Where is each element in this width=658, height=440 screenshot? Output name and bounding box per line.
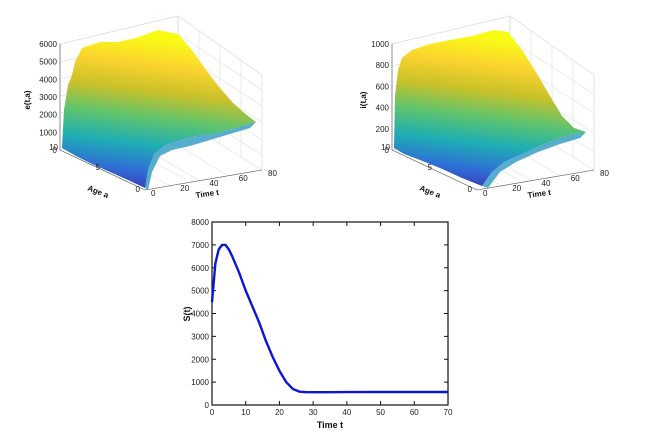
surface-e-tticks: 0 20 40 60 80 [151, 169, 277, 198]
surface-e-lower-front [145, 122, 256, 190]
z-tick-label: 2000 [39, 111, 57, 120]
z-tick-label: 6000 [39, 40, 57, 49]
z-tick-label: 1000 [371, 40, 389, 49]
y-tick-label: 0 [205, 401, 210, 410]
line-plot-yticks: 0 1000 2000 3000 4000 5000 6000 7000 8000 [191, 218, 448, 410]
surface-i-tticks: 0 20 40 60 80 [483, 169, 609, 198]
z-tick-label: 0 [385, 146, 390, 155]
surface-i-mesh [394, 30, 586, 186]
surface-i-lower-front [482, 132, 586, 188]
y-tick-label: 3000 [191, 332, 209, 341]
surface-e-mesh [62, 30, 256, 188]
time-tick-label: 20 [180, 184, 189, 193]
line-plot-s: 0 1000 2000 3000 4000 5000 6000 7000 8000 0 10 20 3… [182, 218, 453, 430]
surface-e-ylabel: Age a [86, 184, 110, 201]
time-tick-label: 20 [512, 184, 521, 193]
age-tick-label: 0 [136, 185, 141, 194]
surface-i-ylabel: Age a [418, 184, 442, 201]
surface-i-zlabel: i(t,a) [359, 91, 368, 108]
x-tick-label: 60 [410, 408, 419, 417]
z-tick-label: 1000 [39, 128, 57, 137]
y-tick-label: 2000 [191, 355, 209, 364]
surface-e-zticks: 0 1000 2000 3000 4000 5000 6000 [39, 40, 57, 155]
time-tick-label: 80 [268, 169, 277, 178]
x-tick-label: 40 [342, 408, 351, 417]
line-plot-ylabel: S(t) [182, 307, 192, 322]
line-plot-xlabel: Time t [317, 420, 343, 430]
y-tick-label: 6000 [191, 264, 209, 273]
surface-i-aticks: 0 5 10 [381, 143, 472, 194]
x-tick-label: 20 [275, 408, 284, 417]
x-tick-label: 30 [309, 408, 318, 417]
surface-e-aticks: 0 5 10 [49, 143, 140, 194]
time-tick-label: 60 [239, 174, 248, 183]
line-plot-xticks: 0 10 20 30 40 50 60 70 [210, 222, 453, 417]
surface-i-axes [391, 44, 595, 191]
time-tick-label: 40 [210, 179, 219, 188]
age-tick-label: 0 [468, 185, 473, 194]
z-tick-label: 4000 [39, 75, 57, 84]
age-tick-label: 10 [49, 143, 58, 152]
surface-i-xlabel: Time t [527, 188, 552, 200]
line-plot-frame [211, 221, 449, 406]
time-tick-label: 40 [542, 179, 551, 188]
y-tick-label: 1000 [191, 378, 209, 387]
surface-i-zticks: 0 200 400 600 800 1000 [371, 40, 389, 155]
age-tick-label: 5 [96, 163, 101, 172]
y-tick-label: 4000 [191, 310, 209, 319]
z-tick-label: 200 [376, 125, 390, 134]
z-tick-label: 0 [53, 146, 58, 155]
z-tick-label: 3000 [39, 93, 57, 102]
surface-e-xlabel: Time t [195, 188, 220, 200]
time-tick-label: 0 [483, 189, 488, 198]
z-tick-label: 800 [376, 61, 390, 70]
age-tick-label: 10 [381, 143, 390, 152]
z-tick-label: 400 [376, 104, 390, 113]
surface-e-zlabel: e(t,a) [23, 90, 32, 109]
surface-e-axes [59, 44, 263, 191]
time-tick-label: 80 [600, 169, 609, 178]
time-tick-label: 0 [151, 189, 156, 198]
age-tick-label: 5 [428, 163, 433, 172]
y-tick-label: 7000 [191, 241, 209, 250]
surface-plot-e: 0 1000 2000 3000 4000 5000 6000 0 5 10 0 20 40 60 80… [23, 15, 277, 201]
y-tick-label: 8000 [191, 218, 209, 227]
line-series-s [210, 243, 448, 394]
x-tick-label: 0 [210, 408, 215, 417]
x-tick-label: 70 [444, 408, 453, 417]
x-tick-label: 50 [376, 408, 385, 417]
time-tick-label: 60 [571, 174, 580, 183]
z-tick-label: 600 [376, 82, 390, 91]
y-tick-label: 5000 [191, 287, 209, 296]
z-tick-label: 5000 [39, 58, 57, 67]
x-tick-label: 10 [241, 408, 250, 417]
